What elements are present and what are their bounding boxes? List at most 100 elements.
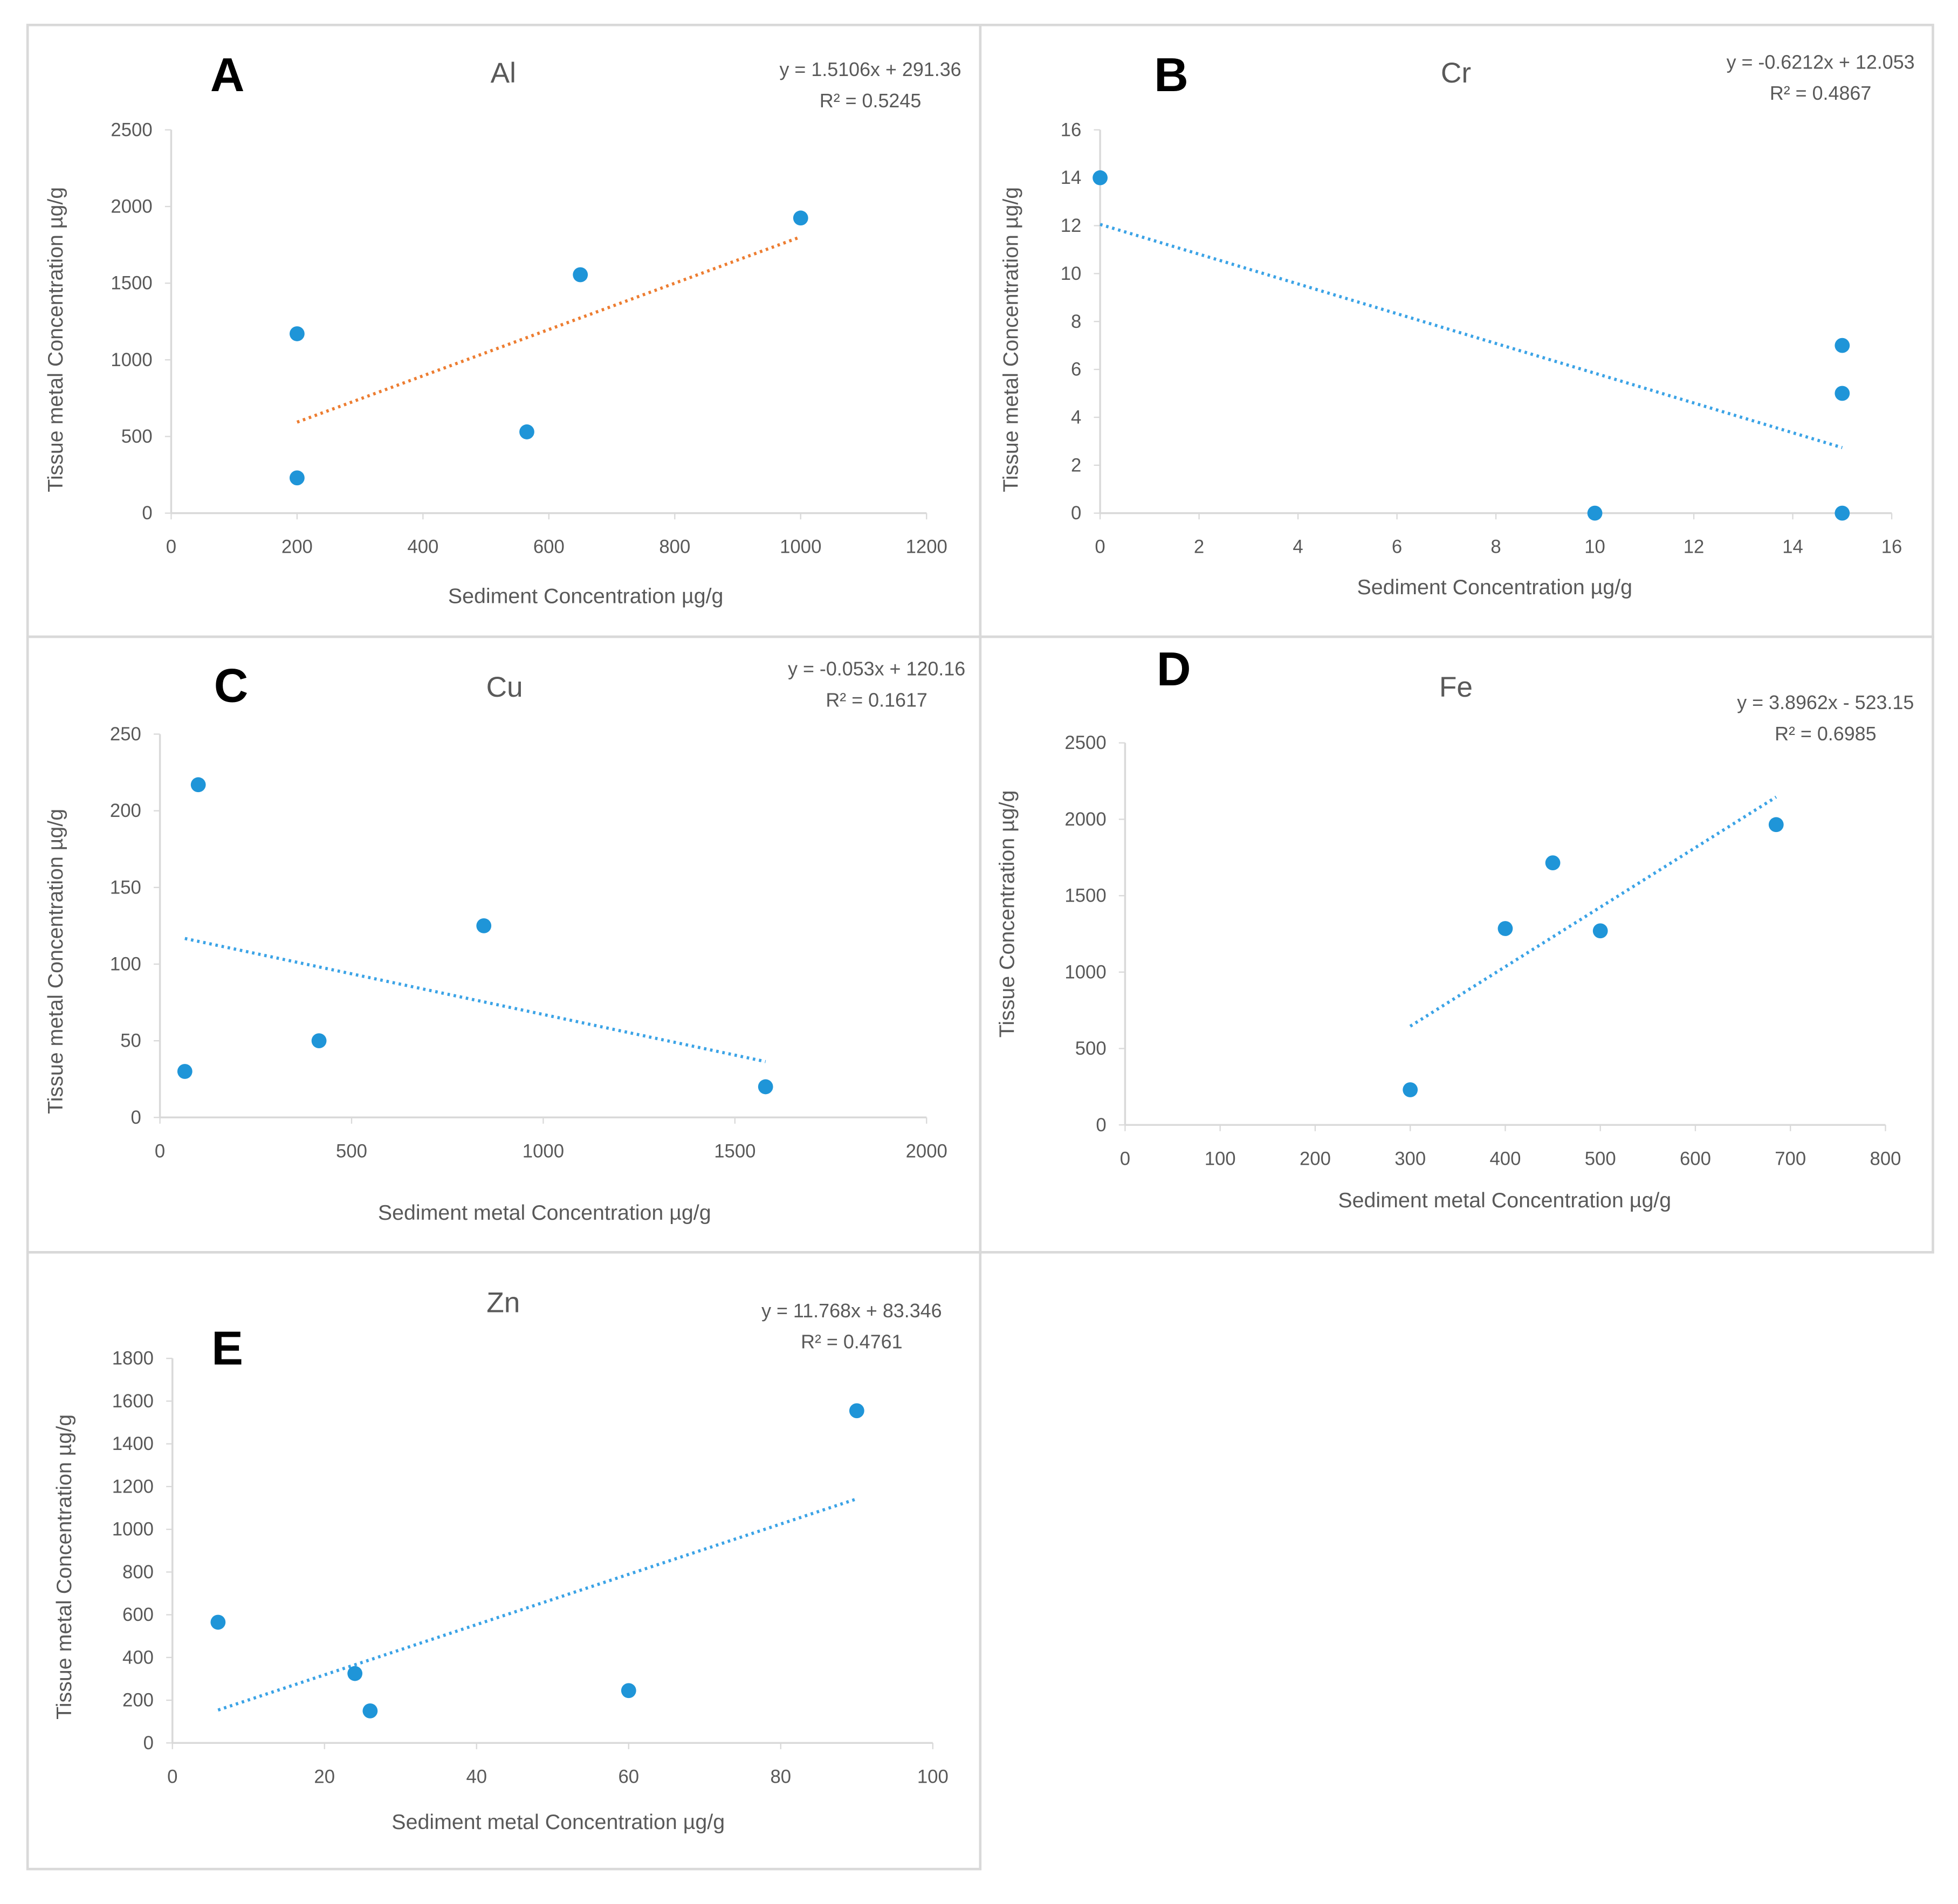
y-tick-label: 800: [122, 1562, 154, 1583]
y-tick-label: 0: [143, 1733, 154, 1754]
data-point: [1835, 338, 1850, 353]
panel-border: [26, 1251, 982, 1871]
x-tick-label: 1000: [780, 537, 821, 558]
data-point: [311, 1033, 327, 1049]
y-tick-label: 400: [122, 1647, 154, 1668]
x-tick-label: 500: [336, 1141, 367, 1161]
x-axis-title: Sediment metal Concentration µg/g: [391, 1810, 725, 1834]
x-tick-label: 8: [1490, 537, 1501, 558]
y-tick-label: 1500: [111, 273, 152, 294]
x-tick-label: 40: [466, 1766, 487, 1787]
y-tick-label: 2: [1071, 455, 1081, 476]
x-tick-label: 10: [1584, 537, 1605, 558]
y-tick-label: 14: [1061, 168, 1082, 188]
y-tick-label: 1800: [112, 1349, 154, 1369]
data-point: [476, 918, 492, 933]
x-tick-label: 0: [155, 1141, 165, 1161]
data-point: [519, 424, 534, 439]
x-tick-label: 6: [1392, 537, 1402, 558]
panel-b: 0 2 4 6 8 10 12 14 16 0 2 4 6 8 10 12 14 16 B Cr y = -0.6212…: [979, 23, 1934, 638]
x-tick-label: 200: [281, 537, 313, 558]
x-axis-title: Sediment Concentration µg/g: [1357, 575, 1632, 599]
y-tick-label: 1000: [111, 350, 152, 370]
data-point: [347, 1666, 363, 1681]
x-tick-label: 800: [1870, 1149, 1901, 1169]
y-tick-label: 16: [1061, 120, 1082, 140]
x-tick-label: 80: [771, 1766, 792, 1787]
r-squared: R² = 0.1617: [826, 690, 927, 711]
panel-border: [26, 635, 982, 1254]
data-point: [290, 470, 305, 486]
panel-border: [979, 635, 1934, 1254]
y-tick-label: 8: [1071, 312, 1081, 332]
x-tick-label: 4: [1293, 537, 1303, 558]
trendline-equation: y = 11.768x + 83.346: [761, 1300, 942, 1322]
data-point: [849, 1403, 864, 1419]
x-tick-label: 800: [659, 537, 690, 558]
chart-title: Al: [491, 57, 516, 89]
y-tick-label: 0: [142, 503, 152, 524]
r-squared: R² = 0.5245: [820, 90, 921, 112]
x-tick-label: 600: [1680, 1149, 1711, 1169]
y-tick-label: 1200: [112, 1476, 154, 1497]
trendline-equation: y = -0.6212x + 12.053: [1727, 51, 1915, 73]
data-point: [362, 1703, 378, 1719]
y-tick-label: 600: [122, 1605, 154, 1625]
data-point: [1835, 505, 1850, 521]
x-tick-label: 600: [533, 537, 565, 558]
chart-title: Cu: [486, 671, 523, 703]
x-tick-label: 60: [618, 1766, 639, 1787]
y-tick-label: 4: [1071, 408, 1081, 428]
data-point: [190, 777, 206, 793]
y-axis-title: Tissue Concentration µg/g: [995, 790, 1019, 1037]
y-tick-label: 1500: [1064, 886, 1106, 906]
x-tick-label: 12: [1684, 537, 1705, 558]
y-tick-label: 250: [110, 724, 141, 745]
panel-a: 0 200 400 600 800 1000 1200 0 500 1000 1500 2000 250…: [26, 23, 982, 638]
y-tick-label: 1400: [112, 1434, 154, 1454]
y-tick-label: 0: [131, 1108, 141, 1128]
x-tick-label: 300: [1394, 1149, 1426, 1169]
panel-letter: A: [210, 48, 245, 101]
y-tick-label: 150: [110, 877, 141, 898]
y-tick-label: 500: [121, 427, 153, 447]
y-axis-title: Tissue metal Concentration µg/g: [44, 809, 67, 1114]
panel-letter: E: [211, 1322, 243, 1375]
trendline: [217, 1497, 857, 1712]
data-point: [1497, 921, 1513, 936]
data-point: [290, 326, 305, 341]
data-point: [621, 1683, 636, 1699]
x-tick-label: 200: [1300, 1149, 1331, 1169]
x-tick-label: 20: [314, 1766, 335, 1787]
x-axis-title: Sediment Concentration µg/g: [448, 584, 724, 608]
x-axis-title: Sediment metal Concentration µg/g: [1338, 1188, 1671, 1212]
panel-e: 0 20 40 60 80 1000200400600800100012001400160…: [26, 1251, 982, 1871]
y-tick-label: 1000: [112, 1520, 154, 1540]
y-tick-label: 1000: [1064, 962, 1106, 982]
y-tick-label: 50: [120, 1031, 141, 1051]
y-tick-label: 0: [1096, 1115, 1106, 1136]
x-axis-title: Sediment metal Concentration µg/g: [378, 1201, 711, 1225]
trendline: [296, 235, 801, 424]
x-tick-label: 2000: [906, 1141, 947, 1161]
trendline: [1100, 223, 1843, 449]
y-tick-label: 2500: [111, 120, 152, 140]
data-point: [1768, 817, 1784, 833]
chart-title: Zn: [486, 1287, 520, 1318]
panel-letter: B: [1154, 48, 1188, 101]
data-point: [1093, 170, 1108, 185]
y-axis-title: Tissue metal Concentration µg/g: [44, 187, 67, 492]
trendline-equation: y = -0.053x + 120.16: [788, 658, 965, 680]
data-point: [758, 1079, 773, 1095]
trendline: [184, 937, 766, 1063]
data-point: [793, 210, 808, 226]
r-squared: R² = 0.6985: [1775, 723, 1876, 745]
y-tick-label: 6: [1071, 360, 1081, 380]
chart-title: Fe: [1439, 671, 1473, 703]
x-tick-label: 100: [1205, 1149, 1236, 1169]
trendline-equation: y = 3.8962x - 523.15: [1737, 692, 1914, 713]
x-tick-label: 400: [1489, 1149, 1521, 1169]
panel-letter: C: [214, 658, 249, 712]
x-tick-label: 0: [167, 1766, 177, 1787]
